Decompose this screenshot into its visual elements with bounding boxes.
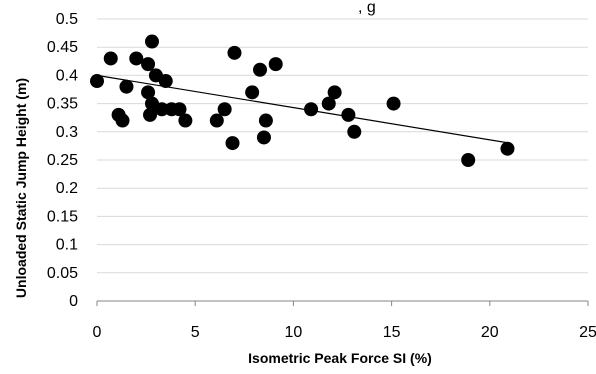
data-point <box>115 113 130 128</box>
data-point <box>245 85 260 100</box>
data-points <box>90 34 515 167</box>
y-tick-label: 0.35 <box>47 96 78 113</box>
data-point <box>158 74 173 89</box>
x-tick-label: 15 <box>383 324 401 341</box>
data-point <box>227 45 242 60</box>
y-tick-label: 0.15 <box>47 208 78 225</box>
y-axis-ticks: 0 0.05 0.1 0.15 0.2 0.25 0.3 0.35 0.4 0.45 0.5 <box>47 11 78 310</box>
data-point <box>172 102 187 117</box>
x-axis-ticks: 0 5 10 15 20 25 <box>93 301 596 341</box>
data-point <box>386 96 401 111</box>
data-point <box>129 51 144 66</box>
x-tick-label: 20 <box>481 324 499 341</box>
data-point <box>217 102 232 117</box>
data-point <box>103 51 118 66</box>
y-tick-label: 0.5 <box>56 11 78 28</box>
data-point <box>119 79 134 94</box>
y-tick-label: 0.3 <box>56 124 78 141</box>
data-point <box>341 107 356 122</box>
y-tick-label: 0.25 <box>47 152 78 169</box>
y-tick-label: 0.05 <box>47 265 78 282</box>
x-axis-title: Isometric Peak Force SI (%) <box>248 350 432 366</box>
y-tick-label: 0.2 <box>56 180 78 197</box>
x-tick-label: 0 <box>93 324 102 341</box>
data-point <box>327 85 342 100</box>
y-tick-label: 0.4 <box>56 67 78 84</box>
x-tick-label: 25 <box>579 324 596 341</box>
data-point <box>258 113 273 128</box>
y-tick-label: 0.1 <box>56 237 78 254</box>
data-point <box>256 130 271 145</box>
data-point <box>144 34 159 49</box>
data-point <box>347 124 362 139</box>
data-point <box>141 57 156 72</box>
data-point <box>209 113 224 128</box>
data-point <box>141 85 156 100</box>
y-tick-label: 0 <box>69 293 78 310</box>
data-point <box>304 102 319 117</box>
y-axis-title: Unloaded Static Jump Height (m) <box>13 78 29 298</box>
data-point <box>268 57 283 72</box>
data-point <box>500 141 515 156</box>
data-point <box>143 107 158 122</box>
data-point <box>90 74 104 89</box>
x-tick-label: 5 <box>191 324 200 341</box>
x-tick-label: 10 <box>285 324 303 341</box>
cutoff-title-fragment: , g <box>358 0 376 16</box>
data-point <box>253 62 268 77</box>
data-point <box>461 153 476 167</box>
data-point <box>178 113 193 128</box>
data-point <box>321 96 336 111</box>
gridlines <box>97 18 588 274</box>
data-point <box>154 102 169 117</box>
y-tick-label: 0.45 <box>47 39 78 56</box>
data-point <box>225 136 240 151</box>
